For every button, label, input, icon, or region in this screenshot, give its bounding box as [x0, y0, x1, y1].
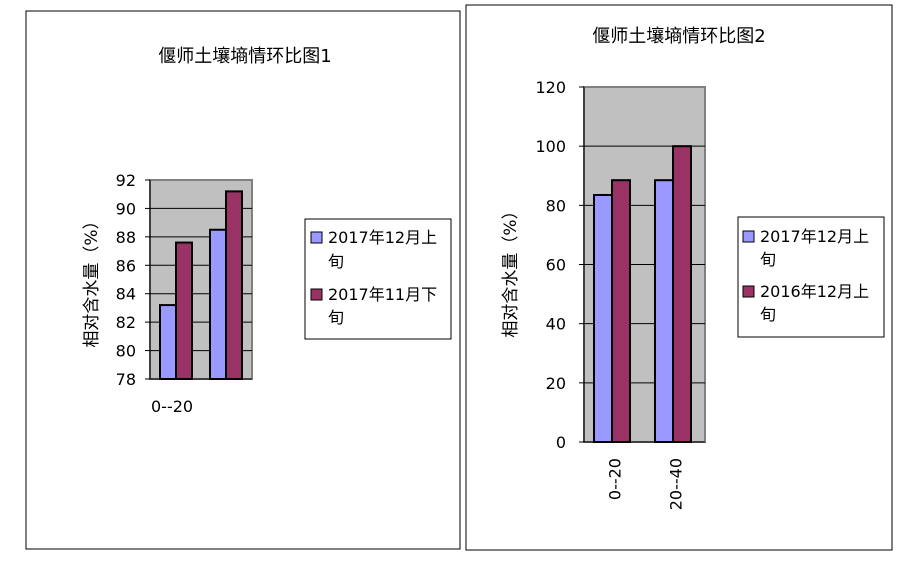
chart-1-y-tick-label: 84	[116, 285, 136, 304]
chart-1-legend-label-1: 2017年12月上旬	[328, 228, 437, 271]
chart-2-legend-label-1: 2017年12月上旬	[760, 227, 869, 269]
chart-2-y-ticks: 0 20 40 60 80 100 120	[535, 78, 705, 452]
chart-2-bar-1-2	[654, 179, 674, 443]
chart-1-legend: 2017年12月上旬 2017年11月下旬	[304, 218, 452, 340]
chart-1-x-tick-label: 0--20	[151, 397, 193, 416]
chart-1-y-tick-label: 82	[116, 313, 136, 332]
chart-1-y-tick-label: 80	[116, 342, 136, 361]
chart-2-x-tick-label: 0--20	[606, 458, 625, 500]
chart-2-y-tick-label: 0	[556, 433, 566, 452]
chart-2-bar-2-2	[672, 145, 692, 444]
chart-1-bar-2-1	[175, 241, 193, 380]
chart-1-bars	[159, 190, 243, 381]
chart-2-y-axis-label: 相对含水量（%）	[501, 202, 521, 337]
chart-2-y-tick-label: 20	[546, 374, 566, 393]
chart-1-title: 偃师土壤墒情环比图1	[158, 46, 331, 67]
chart-2-legend-swatch-2	[742, 285, 755, 298]
chart-1-bar-2-2	[225, 190, 243, 380]
chart-1-y-tick-label: 92	[116, 171, 136, 190]
chart-1-y-tick-label: 88	[116, 228, 136, 247]
chart-1-legend-swatch-1	[310, 231, 323, 244]
chart-1-legend-box	[304, 218, 452, 340]
chart-2-bar-2-1	[611, 179, 631, 443]
chart-1-legend-swatch-2	[310, 288, 323, 301]
chart-1-y-axis-label: 相对含水量（%）	[82, 212, 102, 347]
chart-2-legend-box	[737, 216, 885, 338]
chart-2-y-tick-label: 40	[546, 315, 566, 334]
chart-2: 偃师土壤墒情环比图2 相对含水量（%） 0 20 40 60 80 100 120 0--2…	[465, 4, 893, 551]
chart-1-y-tick-label: 86	[116, 256, 136, 275]
chart-1-x-ticks: 0--20	[151, 397, 193, 416]
chart-2-bar-1-1	[593, 193, 613, 443]
chart-2-y-tick-label: 100	[535, 137, 566, 156]
chart-2-legend-label-2: 2016年12月上旬	[760, 282, 869, 324]
chart-1-y-tick-label: 78	[116, 370, 136, 389]
chart-2-y-tick-label: 120	[535, 78, 566, 97]
chart-1-bar-1-1	[159, 304, 177, 381]
chart-2-y-tick-label: 60	[546, 256, 566, 275]
chart-1-y-tick-label: 90	[116, 199, 136, 218]
chart-1: 偃师土壤墒情环比图1 相对含水量（%） 78 80 82 84 86 88 90 92 0--…	[25, 10, 461, 550]
chart-1-y-ticks: 78 80 82 84 86 88 90 92	[116, 171, 252, 389]
chart-2-legend: 2017年12月上旬 2016年12月上旬	[737, 216, 885, 338]
chart-2-x-tick-label: 20--40	[667, 458, 686, 510]
chart-2-title: 偃师土壤墒情环比图2	[592, 26, 765, 47]
chart-2-x-ticks: 0--20 20--40	[606, 458, 686, 510]
chart-1-legend-label-2: 2017年11月下旬	[328, 285, 437, 327]
chart-2-y-tick-label: 80	[546, 196, 566, 215]
chart-2-legend-swatch-1	[742, 230, 755, 243]
chart-1-bar-1-2	[209, 228, 227, 380]
